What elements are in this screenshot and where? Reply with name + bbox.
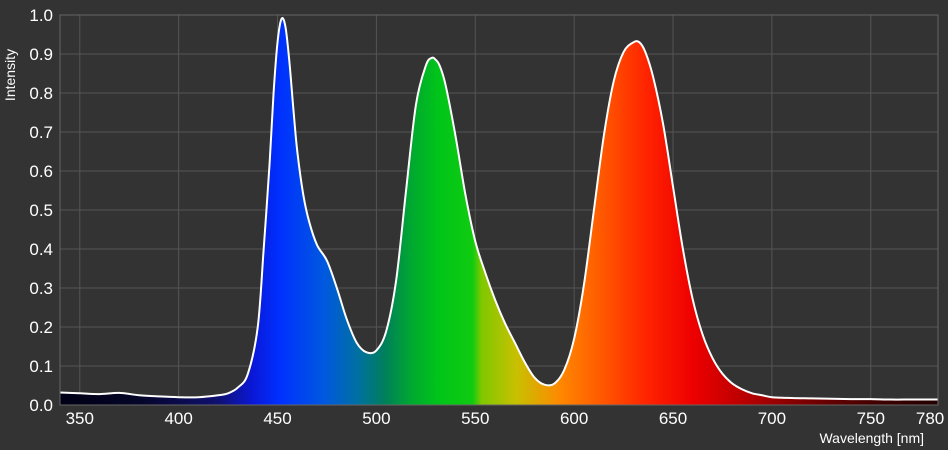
x-tick-label: 500	[362, 409, 390, 428]
x-tick-label: 650	[659, 409, 687, 428]
y-tick-label: 0.8	[29, 84, 53, 103]
x-tick-label: 750	[857, 409, 885, 428]
y-tick-label: 0.9	[29, 45, 53, 64]
y-axis-ticks: 0.0 0.1 0.2 0.3 0.4 0.5 0.6 0.7 0.8 0.9 1.0	[29, 6, 53, 415]
y-tick-label: 0.0	[29, 396, 53, 415]
y-tick-label: 0.7	[29, 123, 53, 142]
x-axis-title: Wavelength [nm]	[819, 430, 924, 446]
x-tick-label: 780	[916, 409, 944, 428]
y-tick-label: 0.6	[29, 162, 53, 181]
x-tick-label: 700	[758, 409, 786, 428]
spectrum-area	[60, 18, 938, 405]
x-tick-label: 600	[560, 409, 588, 428]
x-axis-ticks: 350 400 450 500 550 600 650 700 750 780	[66, 409, 945, 428]
y-tick-label: 0.5	[29, 201, 53, 220]
y-tick-label: 0.2	[29, 318, 53, 337]
y-tick-label: 0.4	[29, 240, 53, 259]
plot-border	[59, 14, 939, 406]
x-tick-label: 450	[263, 409, 291, 428]
spectrum-curve	[59, 17, 938, 401]
y-tick-label: 0.3	[29, 279, 53, 298]
y-axis-title: Intensity	[2, 49, 18, 101]
x-tick-label: 550	[461, 409, 489, 428]
y-tick-label: 0.1	[29, 357, 53, 376]
x-tick-label: 400	[164, 409, 192, 428]
y-tick-label: 1.0	[29, 6, 53, 25]
x-tick-label: 350	[66, 409, 94, 428]
